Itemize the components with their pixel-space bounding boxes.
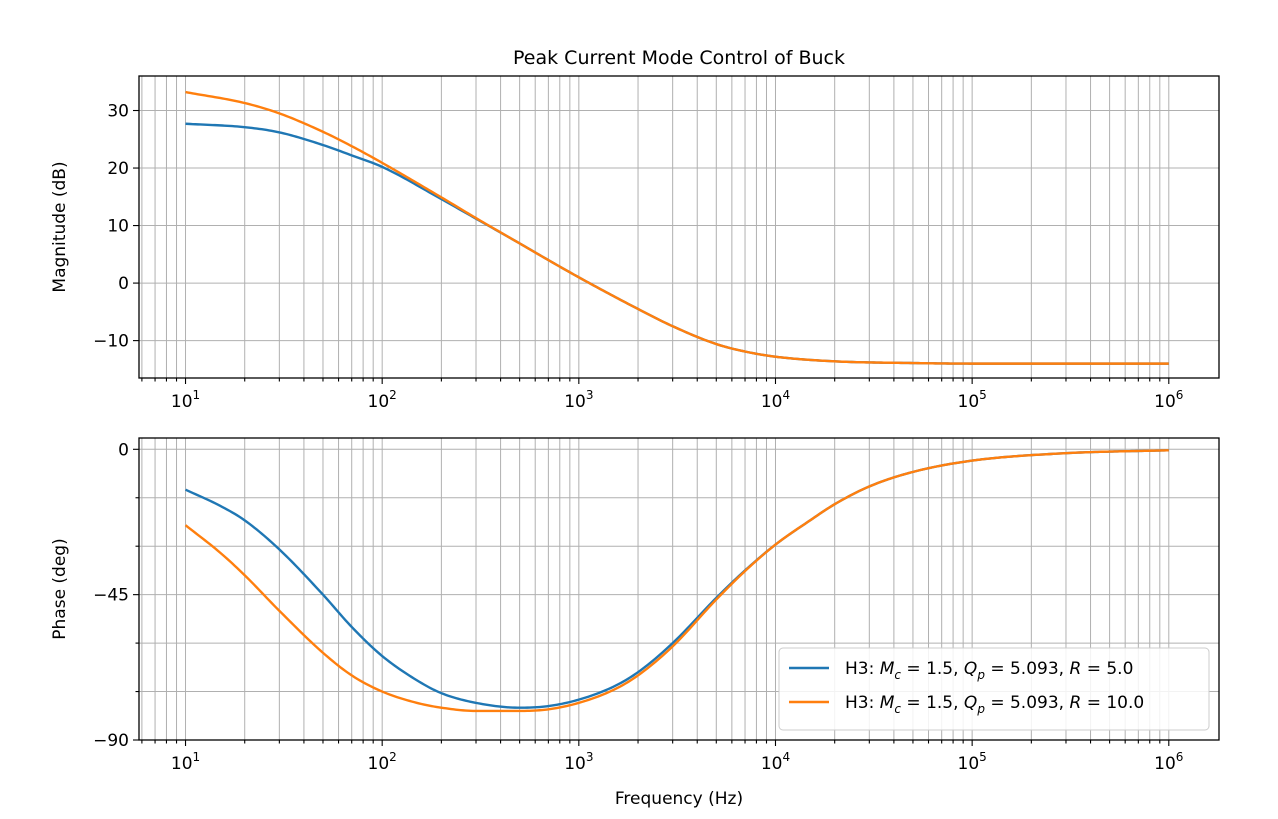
y-tick-label: 0 — [118, 440, 129, 460]
y-axis-label: Magnitude (dB) — [50, 161, 70, 292]
y-tick-label: 20 — [107, 159, 129, 179]
axes-frame — [138, 437, 1220, 741]
y-tick-label: 30 — [107, 102, 129, 122]
x-tick-label: 104 — [761, 388, 790, 412]
x-tick-label: 105 — [958, 750, 987, 774]
y-tick-label: −90 — [93, 731, 129, 751]
legend-label-1: H3: Mc = 1.5, Qp = 5.093, R = 5.0 — [845, 659, 1133, 682]
x-tick-label: 104 — [761, 750, 790, 774]
axes-frame — [138, 75, 1220, 379]
x-tick-label: 105 — [958, 388, 987, 412]
legend-label-2: H3: Mc = 1.5, Qp = 5.093, R = 10.0 — [845, 693, 1144, 716]
y-tick-label: 10 — [107, 217, 129, 237]
y-axis-label: Phase (deg) — [50, 538, 70, 639]
x-tick-label: 101 — [171, 750, 200, 774]
y-tick-label: −10 — [93, 332, 129, 352]
legend: H3: Mc = 1.5, Qp = 5.093, R = 5.0 H3: Mc … — [778, 647, 1210, 731]
x-axis-label: Frequency (Hz) — [615, 789, 743, 809]
x-tick-label: 102 — [368, 388, 397, 412]
chart-title: Peak Current Mode Control of Buck — [513, 47, 845, 69]
x-tick-label: 103 — [564, 750, 593, 774]
axes-2: 0 −45 −90 101 102 103 104 105 106 Phase (deg) Freq… — [50, 437, 1220, 809]
legend-frame — [778, 647, 1210, 731]
x-tick-label: 106 — [1154, 388, 1183, 412]
series-line-2 — [184, 449, 1169, 713]
x-tick-label: 103 — [564, 388, 593, 412]
axes-1: 30 20 10 0 −10 101 102 103 104 105 106 Peak Current… — [50, 47, 1220, 412]
y-tick-label: 0 — [118, 274, 129, 294]
x-tick-label: 106 — [1154, 750, 1183, 774]
x-tick-label: 101 — [171, 388, 200, 412]
series-line-2 — [185, 90, 1169, 365]
x-tick-label: 102 — [368, 750, 397, 774]
y-tick-label: −45 — [93, 586, 129, 606]
